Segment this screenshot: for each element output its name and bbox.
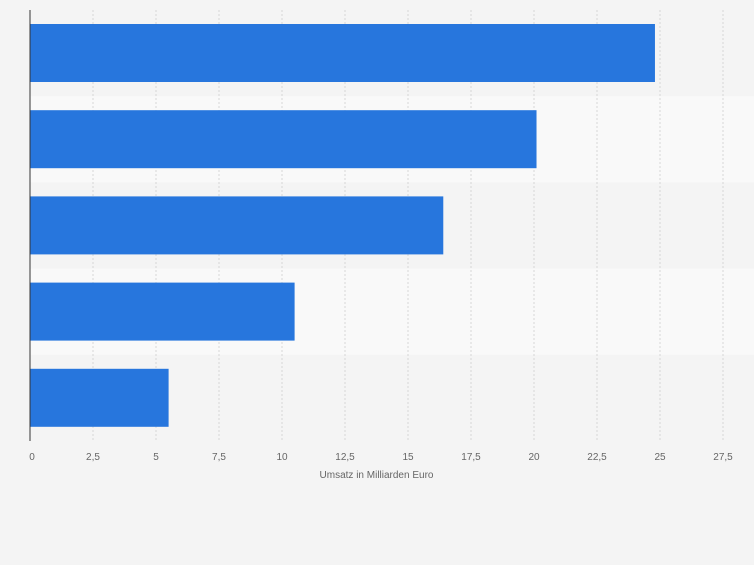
x-tick-label: 22,5 bbox=[587, 452, 607, 463]
bar[interactable] bbox=[30, 196, 444, 255]
x-tick-label: 27,5 bbox=[713, 452, 733, 463]
x-tick-label: 5 bbox=[153, 452, 159, 463]
x-tick-label: 17,5 bbox=[461, 452, 481, 463]
x-tick-label: 2,5 bbox=[86, 452, 100, 463]
x-tick-label: 20 bbox=[528, 452, 540, 463]
bar[interactable] bbox=[30, 368, 169, 427]
bars bbox=[30, 24, 655, 427]
bar[interactable] bbox=[30, 24, 655, 82]
x-tick-labels: 0 2,5 5 7,5 10 12,5 15 17,5 20 22,5 25 27,5 bbox=[29, 452, 733, 463]
x-tick-label: 7,5 bbox=[212, 452, 226, 463]
x-axis-label: Umsatz in Milliarden Euro bbox=[320, 470, 434, 481]
bar[interactable] bbox=[30, 110, 537, 169]
x-tick-label: 15 bbox=[402, 452, 414, 463]
x-tick-label: 12,5 bbox=[335, 452, 355, 463]
bar[interactable] bbox=[30, 282, 295, 341]
x-tick-label: 10 bbox=[276, 452, 288, 463]
x-tick-label: 25 bbox=[654, 452, 666, 463]
x-tick-label: 0 bbox=[29, 452, 35, 463]
